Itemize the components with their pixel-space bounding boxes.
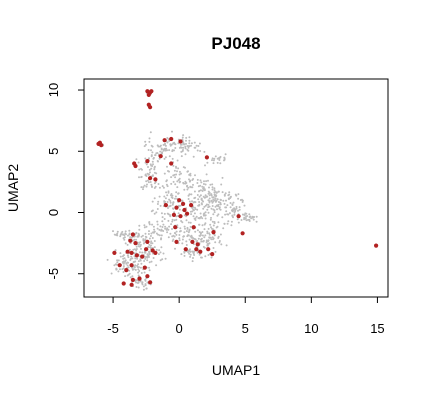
highlighted-cell-point xyxy=(150,248,155,253)
highlighted-cell-point xyxy=(125,249,130,254)
highlighted-cell-point xyxy=(129,282,134,287)
highlighted-cell-point xyxy=(97,140,102,145)
cell-points xyxy=(96,89,379,287)
highlighted-cell-point xyxy=(185,211,190,216)
highlighted-cell-point xyxy=(140,254,145,259)
x-axis: -5 0 5 10 15 xyxy=(107,297,385,336)
highlighted-cell-point xyxy=(162,138,167,143)
y-tick-label: 10 xyxy=(46,83,61,97)
highlighted-cell-point xyxy=(183,247,188,252)
highlighted-cell-point xyxy=(129,250,134,255)
highlighted-cell-point xyxy=(149,89,154,94)
highlighted-cell-point xyxy=(112,250,117,255)
x-tick-label: 5 xyxy=(242,321,249,336)
highlighted-cell-point xyxy=(190,239,195,244)
x-axis-label: UMAP1 xyxy=(212,362,260,378)
highlighted-cell-point xyxy=(145,239,150,244)
highlighted-cell-point xyxy=(133,241,138,246)
highlighted-cell-point xyxy=(145,159,150,164)
highlighted-cell-point xyxy=(146,92,151,97)
highlighted-cell-point xyxy=(128,238,133,243)
highlighted-cell-point xyxy=(137,276,142,281)
highlighted-cell-point xyxy=(198,249,203,254)
highlighted-cell-point xyxy=(195,242,200,247)
x-tick-label: 0 xyxy=(176,321,183,336)
y-tick-label: -5 xyxy=(46,268,61,280)
y-axis: -5 0 5 10 xyxy=(46,83,84,280)
y-tick-label: 5 xyxy=(46,148,61,155)
highlighted-cell-point xyxy=(148,176,153,181)
highlighted-cell-point xyxy=(133,163,138,169)
highlighted-cell-point xyxy=(134,253,139,258)
highlighted-cell-point xyxy=(121,281,126,286)
highlighted-cell-point xyxy=(153,177,158,182)
highlighted-cell-point xyxy=(194,247,199,252)
highlighted-cell-point xyxy=(142,265,147,270)
highlighted-cell-point xyxy=(181,201,186,206)
highlighted-cell-point xyxy=(178,139,183,144)
plot-frame xyxy=(83,78,389,298)
highlighted-cell-point xyxy=(158,154,163,159)
highlighted-cell-point xyxy=(169,136,174,142)
highlighted-cell-point xyxy=(236,214,241,219)
highlighted-cell-point xyxy=(148,105,153,110)
highlighted-cell-point xyxy=(191,225,196,230)
highlighted-cell-point xyxy=(204,155,209,160)
highlighted-cell-point xyxy=(189,203,194,208)
highlighted-cell-point xyxy=(177,198,182,203)
highlighted-cell-point xyxy=(148,280,153,285)
highlighted-cell-point xyxy=(211,230,216,235)
highlighted-cell-point xyxy=(240,231,245,236)
x-tick-label: 15 xyxy=(370,321,384,336)
highlighted-cell-point xyxy=(174,205,179,210)
highlighted-cell-point xyxy=(129,263,134,268)
highlighted-cell-point xyxy=(169,161,174,166)
highlighted-cell-point xyxy=(130,232,135,237)
y-axis-label: UMAP2 xyxy=(5,164,21,212)
highlighted-cell-point xyxy=(130,277,135,282)
highlighted-cell-point xyxy=(210,252,215,257)
highlighted-cell-point xyxy=(171,212,176,217)
chart-title: PJ048 xyxy=(211,34,260,53)
highlighted-cell-point xyxy=(174,239,179,244)
highlighted-cell-point xyxy=(145,274,150,279)
highlighted-cell-point xyxy=(374,243,379,248)
x-tick-label: 10 xyxy=(304,321,318,336)
x-tick-label: -5 xyxy=(107,321,119,336)
y-tick-label: 0 xyxy=(46,209,61,216)
background-cell-cloud xyxy=(106,130,258,291)
highlighted-cell-point xyxy=(163,203,168,208)
highlighted-cell-point xyxy=(182,207,187,213)
highlighted-cell-point xyxy=(144,247,149,252)
highlighted-cell-point xyxy=(117,263,122,268)
highlighted-cell-point xyxy=(206,247,211,252)
highlighted-cell-point xyxy=(124,268,129,273)
highlighted-cell-point xyxy=(173,225,178,230)
highlighted-cell-point xyxy=(178,214,183,219)
highlighted-cell-point xyxy=(153,250,158,255)
